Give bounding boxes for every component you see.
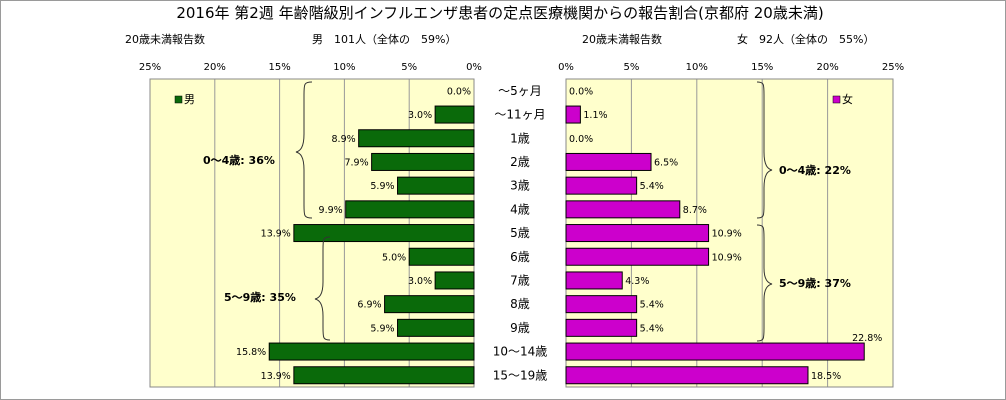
- age-category-label: ～11ヶ月: [494, 108, 545, 122]
- age-category-label: 5歳: [510, 226, 530, 240]
- male-summary: 男 101人（全体の 59%）: [312, 32, 456, 46]
- male-data-label: 0.0%: [447, 86, 471, 97]
- female-bar: [565, 176, 638, 195]
- female-5-9-share: 5～9歳: 37%: [779, 276, 851, 290]
- right-count-label: 20歳未満報告数: [582, 33, 662, 46]
- male-axis-tick: 20%: [204, 62, 226, 73]
- male-bar: [345, 200, 475, 219]
- female-data-label: 10.9%: [712, 229, 742, 240]
- male-axis-tick: 25%: [139, 62, 161, 73]
- female-summary: 女 92人（全体の 55%）: [737, 32, 874, 46]
- female-0-4-brace: [756, 81, 773, 219]
- female-legend-label: 女: [842, 92, 853, 106]
- left-count-label: 20歳未満報告数: [125, 33, 205, 46]
- male-data-label: 13.9%: [261, 371, 291, 382]
- female-bar: [565, 105, 581, 124]
- age-category-label: 10～14歳: [493, 345, 548, 359]
- male-data-label: 3.0%: [408, 276, 432, 287]
- female-legend-swatch: [832, 95, 841, 104]
- female-axis-tick: 20%: [816, 62, 838, 73]
- male-bar: [408, 247, 475, 266]
- female-bar: [565, 366, 809, 385]
- female-data-label: 10.9%: [712, 252, 742, 263]
- female-axis-tick: 15%: [751, 62, 773, 73]
- female-data-label: 18.5%: [811, 371, 841, 382]
- female-data-labels: 0.0% 1.1% 0.0% 6.5% 5.4% 8.7% 10.9% 10.9% 4.3% 5.…: [569, 86, 882, 381]
- female-bars: [565, 105, 865, 385]
- female-axis-tick: 0%: [558, 62, 574, 73]
- female-data-label: 5.4%: [640, 181, 664, 192]
- male-bar: [293, 224, 475, 243]
- age-category-label: 7歳: [510, 273, 530, 287]
- female-bar: [565, 318, 638, 337]
- age-category-label: 4歳: [510, 202, 530, 216]
- age-category-label: 6歳: [510, 250, 530, 264]
- male-data-label: 3.0%: [408, 110, 432, 121]
- age-category-label: 9歳: [510, 321, 530, 335]
- age-category-label: 1歳: [510, 131, 530, 145]
- female-data-label: 8.7%: [683, 205, 707, 216]
- male-data-label: 7.9%: [344, 157, 368, 168]
- male-data-label: 6.9%: [357, 300, 381, 311]
- female-bar: [565, 224, 710, 243]
- male-5-9-share: 5～9歳: 35%: [224, 290, 296, 304]
- female-axis-tick: 10%: [686, 62, 708, 73]
- male-bar: [293, 366, 475, 385]
- male-bar: [434, 105, 475, 124]
- female-data-label: 0.0%: [569, 134, 593, 145]
- female-0-4-share: 0～4歳: 22%: [779, 163, 851, 177]
- female-data-label: 22.8%: [852, 333, 882, 344]
- female-data-label: 5.4%: [640, 300, 664, 311]
- age-category-labels: ～5ヶ月 ～11ヶ月 1歳 2歳 3歳 4歳 5歳 6歳 7歳 8歳 9歳 10～14歳 15～19歳: [493, 84, 548, 382]
- male-bar: [384, 295, 475, 314]
- female-bar: [565, 271, 623, 290]
- female-axis-tick: 5%: [623, 62, 639, 73]
- male-bar: [358, 129, 475, 148]
- male-bar: [397, 176, 475, 195]
- male-axis-tick: 5%: [401, 62, 417, 73]
- male-data-label: 15.8%: [236, 347, 266, 358]
- male-data-label: 13.9%: [261, 229, 291, 240]
- age-category-label: 15～19歳: [493, 368, 548, 382]
- male-data-label: 5.9%: [370, 323, 394, 334]
- male-0-4-share: 0～4歳: 36%: [203, 153, 275, 167]
- age-category-label: 3歳: [510, 179, 530, 193]
- male-data-label: 5.9%: [370, 181, 394, 192]
- chart-title: 2016年 第2週 年齢階級別インフルエンザ患者の定点医療機関からの報告割合(京…: [176, 4, 823, 22]
- male-data-label: 9.9%: [319, 205, 343, 216]
- female-bar: [565, 295, 638, 314]
- age-category-label: ～5ヶ月: [498, 84, 542, 98]
- female-data-label: 4.3%: [625, 276, 649, 287]
- male-data-label: 5.0%: [382, 252, 406, 263]
- female-bar: [565, 152, 652, 171]
- male-data-label: 8.9%: [332, 134, 356, 145]
- male-data-labels: 0.0% 3.0% 8.9% 7.9% 5.9% 9.9% 13.9% 5.0% 3.0% 6.9…: [236, 86, 471, 381]
- female-data-label: 5.4%: [640, 323, 664, 334]
- male-bar: [268, 342, 475, 361]
- male-axis-tick: 10%: [333, 62, 355, 73]
- female-5-9-brace: [756, 224, 773, 342]
- age-category-label: 8歳: [510, 297, 530, 311]
- female-data-label: 0.0%: [569, 86, 593, 97]
- female-bar: [565, 247, 710, 266]
- right-axis-ticks: 0% 5% 10% 15% 20% 25%: [558, 62, 904, 73]
- male-axis-tick: 15%: [268, 62, 290, 73]
- female-bar: [565, 200, 681, 219]
- female-data-label: 1.1%: [583, 110, 607, 121]
- male-legend-label: 男: [184, 93, 195, 106]
- male-bar: [434, 271, 475, 290]
- male-bars: [268, 105, 475, 385]
- male-5-9-brace: [314, 236, 331, 341]
- left-axis-ticks: 25% 20% 15% 10% 5% 0%: [139, 62, 482, 73]
- female-axis-tick: 25%: [882, 62, 904, 73]
- male-bar: [397, 318, 475, 337]
- age-category-label: 2歳: [510, 155, 530, 169]
- male-bar: [371, 152, 475, 171]
- female-data-label: 6.5%: [654, 157, 678, 168]
- female-bar: [565, 342, 865, 361]
- male-0-4-brace: [295, 81, 313, 219]
- male-axis-tick: 0%: [466, 62, 482, 73]
- male-legend-swatch: [174, 95, 183, 104]
